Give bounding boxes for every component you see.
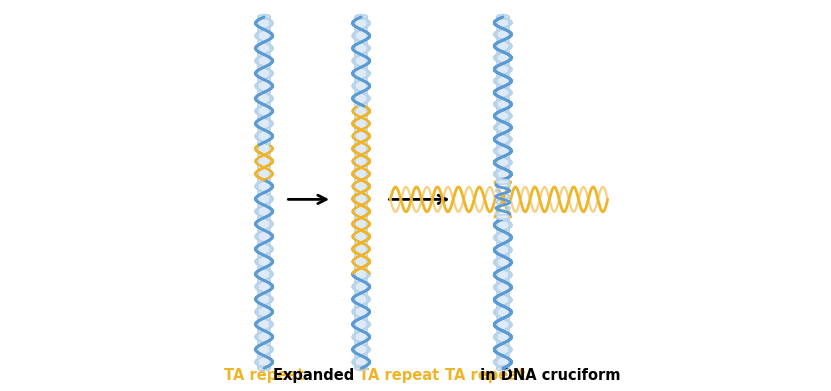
- Text: Expanded: Expanded: [273, 368, 359, 383]
- Text: TA repeat: TA repeat: [445, 368, 525, 383]
- Ellipse shape: [497, 179, 509, 184]
- Ellipse shape: [497, 366, 509, 370]
- Ellipse shape: [258, 15, 270, 19]
- Text: TA repeat: TA repeat: [359, 368, 440, 383]
- Ellipse shape: [497, 15, 509, 19]
- Ellipse shape: [355, 15, 367, 19]
- Bar: [497, 219, 509, 368]
- Ellipse shape: [355, 366, 367, 370]
- Bar: [355, 17, 367, 368]
- Text: TA repeat: TA repeat: [224, 368, 304, 383]
- Text: in DNA cruciform: in DNA cruciform: [475, 368, 621, 383]
- Ellipse shape: [497, 215, 509, 219]
- Bar: [497, 17, 509, 180]
- Ellipse shape: [258, 366, 270, 370]
- Ellipse shape: [497, 217, 509, 221]
- Ellipse shape: [497, 178, 509, 182]
- Bar: [258, 17, 270, 368]
